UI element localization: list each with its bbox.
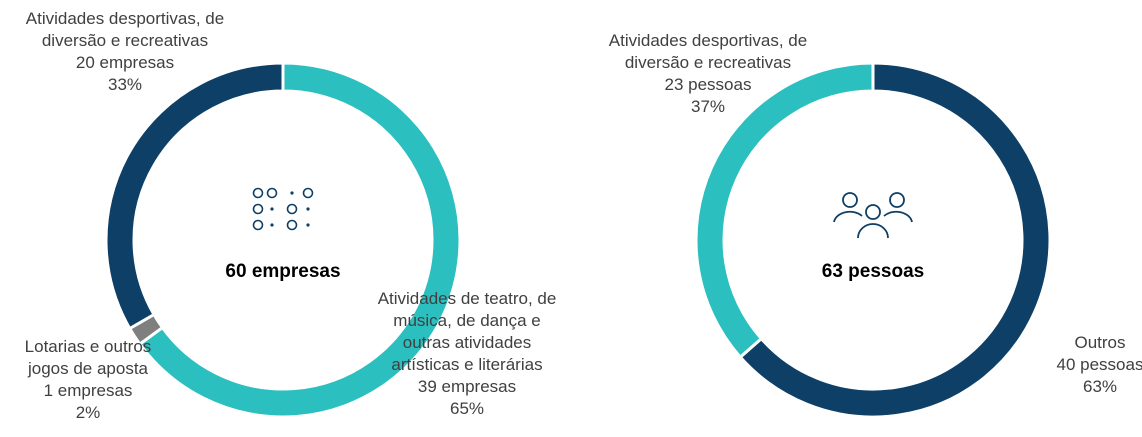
value-label: 39 empresas	[417, 377, 517, 396]
center-label: 60 empresas	[225, 261, 341, 282]
percent-label: 63%	[1082, 377, 1118, 396]
percent-label: 65%	[449, 399, 485, 418]
company-icon	[252, 187, 314, 231]
percent-label: 2%	[75, 403, 101, 422]
category-label: Outros	[1074, 333, 1126, 352]
donut-segment	[738, 61, 1052, 419]
category-label: Atividades de teatro, de música, de danç…	[377, 289, 557, 374]
center-label: 63 pessoas	[821, 261, 925, 282]
value-label: 1 empresas	[43, 381, 133, 400]
segment-label: Outros 40 pessoas 63%	[1055, 332, 1142, 398]
value-label: 20 empresas	[75, 53, 175, 72]
segment-label: Atividades desportivas, de diversão e re…	[583, 30, 833, 118]
segment-label: Atividades de teatro, de música, de danç…	[372, 288, 562, 420]
donut-segment	[104, 61, 285, 331]
segment-label: Atividades desportivas, de diversão e re…	[25, 8, 225, 96]
value-label: 40 pessoas	[1056, 355, 1142, 374]
category-label: Atividades desportivas, de diversão e re…	[608, 31, 808, 72]
percent-label: 33%	[107, 75, 143, 94]
people-icon	[833, 192, 913, 239]
donut-segment	[694, 61, 875, 360]
category-label: Atividades desportivas, de diversão e re…	[25, 9, 225, 50]
segment-label: Lotarias e outros jogos de aposta 1 empre…	[8, 336, 168, 424]
percent-label: 37%	[690, 97, 726, 116]
category-label: Lotarias e outros jogos de aposta	[24, 337, 152, 378]
donut-segment	[137, 61, 462, 419]
value-label: 23 pessoas	[664, 75, 752, 94]
